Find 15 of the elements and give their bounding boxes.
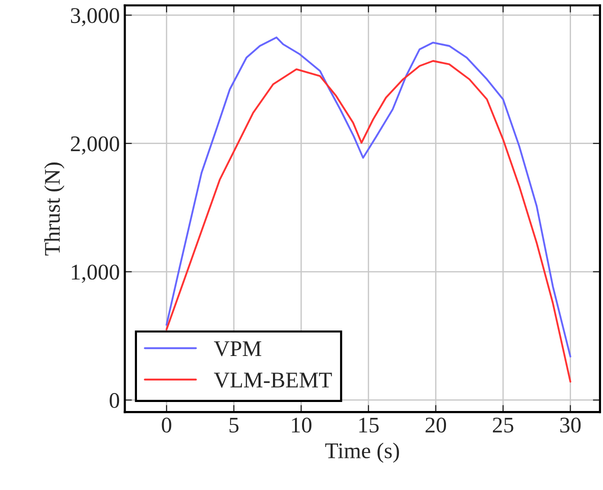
x-tick-label: 15 — [359, 418, 379, 433]
y-tick-label: 3,000 — [71, 8, 120, 26]
x-axis-title: Time (s) — [325, 442, 399, 463]
x-tick-label: 10 — [292, 418, 312, 433]
x-tick-label: 20 — [426, 418, 446, 433]
y-axis-title: Thrust (N) — [44, 162, 64, 256]
legend-label: VPM — [214, 341, 262, 356]
legend-label: VLM-BEMT — [214, 372, 332, 388]
x-tick-label: 25 — [492, 418, 514, 433]
x-tick-label: 5 — [230, 418, 239, 433]
x-tick-label: 30 — [560, 418, 581, 433]
y-tick-label: 0 — [110, 392, 120, 408]
x-tick-label: 0 — [162, 418, 172, 433]
y-tick-label: 1,000 — [72, 264, 120, 283]
y-tick-label: 2,000 — [70, 136, 120, 155]
